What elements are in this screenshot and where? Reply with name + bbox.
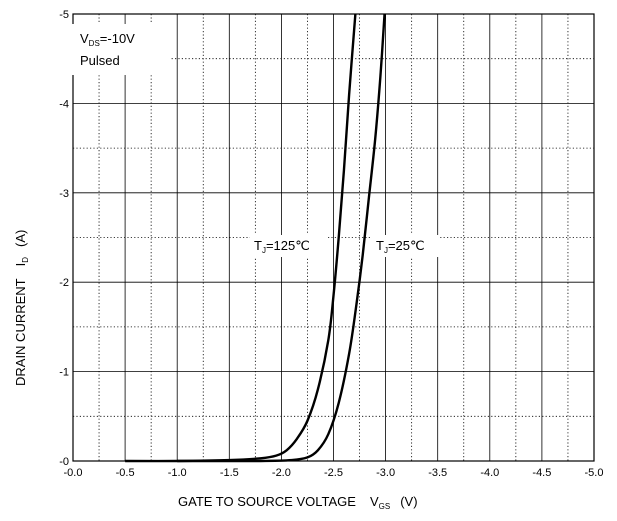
y-axis-title-main: DRAIN CURRENT bbox=[13, 278, 28, 386]
condition-vds-value: =-10V bbox=[100, 31, 135, 46]
x-axis-title-symbol: V bbox=[370, 494, 379, 509]
y-tick-label: -2 bbox=[59, 277, 69, 289]
y-tick-label: -0 bbox=[59, 456, 69, 468]
y-axis-title-symbol: I bbox=[13, 263, 28, 267]
x-tick-label: -1.0 bbox=[168, 467, 187, 479]
condition-vds-symbol: V bbox=[80, 31, 89, 46]
condition-pulsed: Pulsed bbox=[80, 53, 120, 68]
x-tick-label: -4.0 bbox=[480, 467, 499, 479]
x-tick-label: -3.0 bbox=[376, 467, 395, 479]
series-line-tj25 bbox=[177, 13, 386, 463]
y-tick-labels: -0 -1 -2 -3 -4 -5 bbox=[59, 9, 69, 468]
x-tick-label: -0.0 bbox=[64, 467, 83, 479]
x-tick-labels: -0.0 -0.5 -1.0 -1.5 -2.0 -2.5 -3.0 -3.5 -4.0 -4.5… bbox=[64, 467, 604, 479]
series-label-bg-125 bbox=[250, 235, 328, 257]
condition-vds-subscript: DS bbox=[89, 39, 100, 48]
tj125-symbol: T bbox=[254, 238, 262, 253]
y-tick-label: -1 bbox=[59, 367, 69, 379]
x-tick-label: -2.5 bbox=[324, 467, 343, 479]
x-axis-title-main: GATE TO SOURCE VOLTAGE bbox=[178, 494, 356, 509]
y-axis-title: DRAIN CURRENT ID (A) bbox=[13, 230, 30, 386]
x-tick-label: -0.5 bbox=[116, 467, 135, 479]
series-lines bbox=[125, 13, 386, 463]
x-tick-label: -5.0 bbox=[585, 467, 604, 479]
series-label-tj125: TJ=125℃ bbox=[254, 238, 310, 255]
condition-vds: VDS=-10V bbox=[80, 31, 135, 48]
x-axis-title-subscript: GS bbox=[379, 502, 391, 511]
plot-frame bbox=[72, 13, 595, 462]
x-axis-title: GATE TO SOURCE VOLTAGE VGS (V) bbox=[178, 494, 418, 511]
y-tick-label: -3 bbox=[59, 188, 69, 200]
x-tick-label: -4.5 bbox=[532, 467, 551, 479]
x-tick-label: -3.5 bbox=[428, 467, 447, 479]
tj125-value: =125℃ bbox=[266, 238, 310, 253]
tj125-subscript: J bbox=[262, 246, 266, 255]
tj25-value: =25℃ bbox=[388, 238, 425, 253]
series-label-bg-25 bbox=[372, 235, 440, 257]
series-label-tj25: TJ=25℃ bbox=[376, 238, 425, 255]
y-tick-label: -5 bbox=[59, 9, 69, 21]
x-tick-label: -1.5 bbox=[220, 467, 239, 479]
series-line-tj125 bbox=[125, 13, 357, 463]
y-axis-title-subscript: D bbox=[21, 257, 30, 263]
conditions-box bbox=[71, 24, 171, 75]
tj25-subscript: J bbox=[384, 246, 388, 255]
x-axis-title-unit: (V) bbox=[400, 494, 417, 509]
y-axis-title-unit: (A) bbox=[13, 230, 28, 247]
tj25-symbol: T bbox=[376, 238, 384, 253]
x-tick-label: -2.0 bbox=[272, 467, 291, 479]
y-tick-label: -4 bbox=[59, 98, 69, 110]
